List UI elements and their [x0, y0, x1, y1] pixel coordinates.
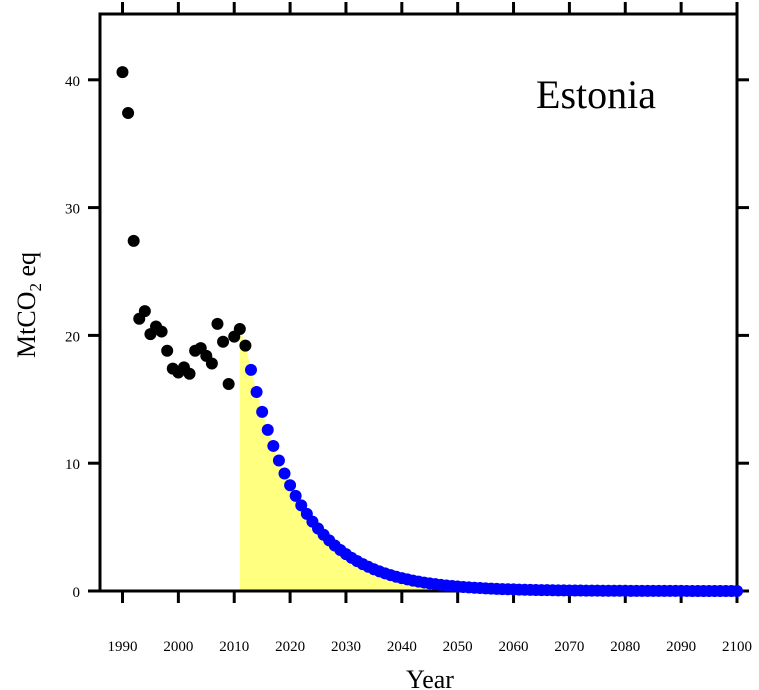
historical-point [116, 66, 129, 79]
historical-point [155, 325, 168, 338]
x-axis-title: Year [406, 665, 454, 690]
historical-point [233, 323, 246, 336]
projection-point [278, 467, 291, 480]
x-tick-label: 2040 [387, 639, 417, 655]
x-tick-label: 2000 [163, 639, 193, 655]
data-layer [116, 66, 743, 597]
y-tick-label: 20 [65, 329, 80, 345]
x-tick-label: 2030 [331, 639, 361, 655]
x-tick-label: 2020 [275, 639, 305, 655]
y-tick-label: 40 [65, 74, 80, 90]
y-axis-title-main: MtCO [12, 292, 41, 358]
historical-point [217, 335, 230, 348]
historical-point [127, 234, 140, 247]
x-tick-label: 2010 [219, 639, 249, 655]
projection-point [261, 423, 274, 436]
projection-point [295, 499, 308, 512]
projection-area [239, 329, 737, 591]
y-axis-title-suffix: eq [12, 252, 41, 283]
x-tick-label: 1990 [108, 639, 138, 655]
tick-layer: 1990 2000 2010 2020 2030 2040 2050 2060 2070 2080… [65, 2, 752, 655]
plot-border [98, 12, 739, 593]
historical-point [183, 367, 196, 380]
historical-point [161, 344, 174, 357]
x-tick-label: 2060 [499, 639, 529, 655]
projection-point [244, 363, 257, 376]
y-tick-label: 0 [73, 585, 81, 601]
x-tick-label: 2050 [443, 639, 473, 655]
plot-fill-layer [239, 329, 737, 591]
projection-point [256, 405, 269, 418]
y-tick-label: 30 [65, 202, 80, 218]
historical-point [138, 305, 151, 318]
x-tick-label: 2080 [610, 639, 640, 655]
projection-point [731, 584, 743, 597]
y-tick-label: 10 [65, 457, 80, 473]
historical-point [122, 107, 135, 120]
historical-point [222, 377, 235, 390]
projection-point [267, 439, 280, 452]
projection-point [284, 479, 297, 492]
x-tick-label: 2100 [722, 639, 752, 655]
plot-frame [98, 12, 739, 593]
projection-point [272, 454, 285, 467]
historical-point [211, 317, 224, 330]
historical-point [205, 357, 218, 370]
chart-title: Estonia [536, 72, 656, 117]
historical-point [239, 339, 252, 352]
projection-point [250, 386, 263, 399]
projection-point [289, 489, 302, 502]
y-axis-title: MtCO2 eq [12, 252, 45, 358]
x-tick-label: 2070 [554, 639, 584, 655]
x-tick-label: 2090 [666, 639, 696, 655]
y-axis-title-sub: 2 [26, 283, 45, 292]
